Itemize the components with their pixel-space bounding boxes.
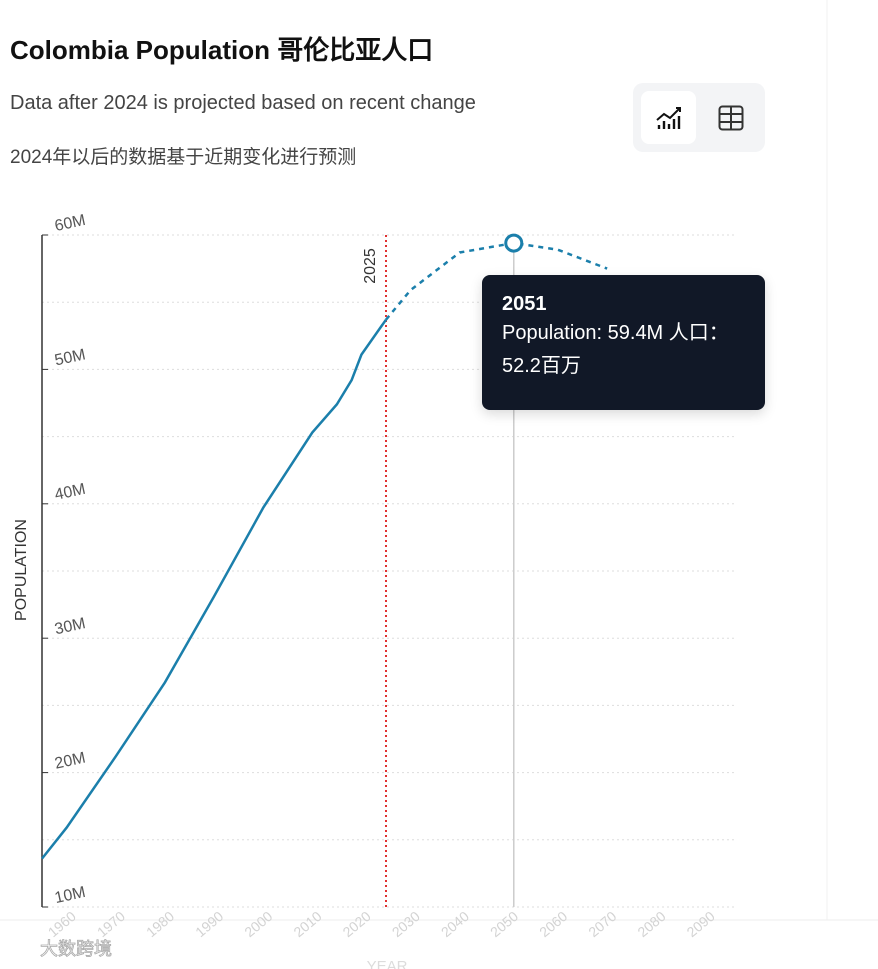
x-tick-label: 2020 bbox=[340, 908, 374, 940]
x-tick-label: 2000 bbox=[241, 908, 275, 940]
x-tick-label: 2060 bbox=[536, 908, 570, 940]
x-tick-label: 1980 bbox=[143, 908, 177, 940]
watermark: 大数跨境 bbox=[40, 939, 112, 959]
table-view-button[interactable] bbox=[703, 91, 758, 144]
x-tick-label: 1990 bbox=[192, 908, 226, 940]
chart-icon bbox=[655, 106, 681, 129]
y-axis-title: POPULATION bbox=[13, 519, 30, 621]
tooltip-title: 2051 bbox=[502, 293, 547, 315]
table-icon bbox=[718, 105, 743, 130]
x-tick-label: 2030 bbox=[389, 908, 423, 940]
y-tick-label: 40M bbox=[53, 481, 87, 504]
projection-marker-label: 2025 bbox=[362, 248, 379, 284]
y-tick-label: 10M bbox=[53, 884, 87, 907]
highlight-point bbox=[504, 233, 524, 253]
chart-title: Colombia Population 哥伦比亚人口 bbox=[10, 35, 434, 65]
x-tick-label: 2080 bbox=[634, 908, 668, 940]
x-tick-label: 1960 bbox=[45, 908, 79, 940]
view-toggle bbox=[633, 83, 765, 152]
y-tick-label: 20M bbox=[53, 750, 87, 773]
subtitle: Data after 2024 is projected based on re… bbox=[10, 92, 476, 114]
tooltip: 2051 Population: 59.4M 人口：52.2百万 bbox=[482, 275, 765, 410]
x-tick-label: 2090 bbox=[684, 908, 718, 940]
x-axis-title: YEAR bbox=[367, 958, 408, 969]
x-tick-label: 1970 bbox=[94, 908, 128, 940]
x-tick-label: 2040 bbox=[438, 908, 472, 940]
projected-line bbox=[385, 241, 608, 321]
subtitle: 2024年以后的数据基于近期变化进行预测 bbox=[10, 147, 357, 168]
tooltip-text: Population: 59.4M 人口：52.2百万 bbox=[502, 322, 729, 377]
y-tick-label: 60M bbox=[53, 212, 87, 235]
y-tick-label: 50M bbox=[53, 346, 87, 369]
x-tick-label: 2010 bbox=[290, 908, 324, 940]
chart-view-button[interactable] bbox=[641, 91, 696, 144]
y-tick-label: 30M bbox=[53, 615, 87, 638]
x-tick-label: 2050 bbox=[487, 908, 521, 940]
x-tick-label: 2070 bbox=[585, 908, 619, 940]
actual-line bbox=[41, 318, 388, 860]
